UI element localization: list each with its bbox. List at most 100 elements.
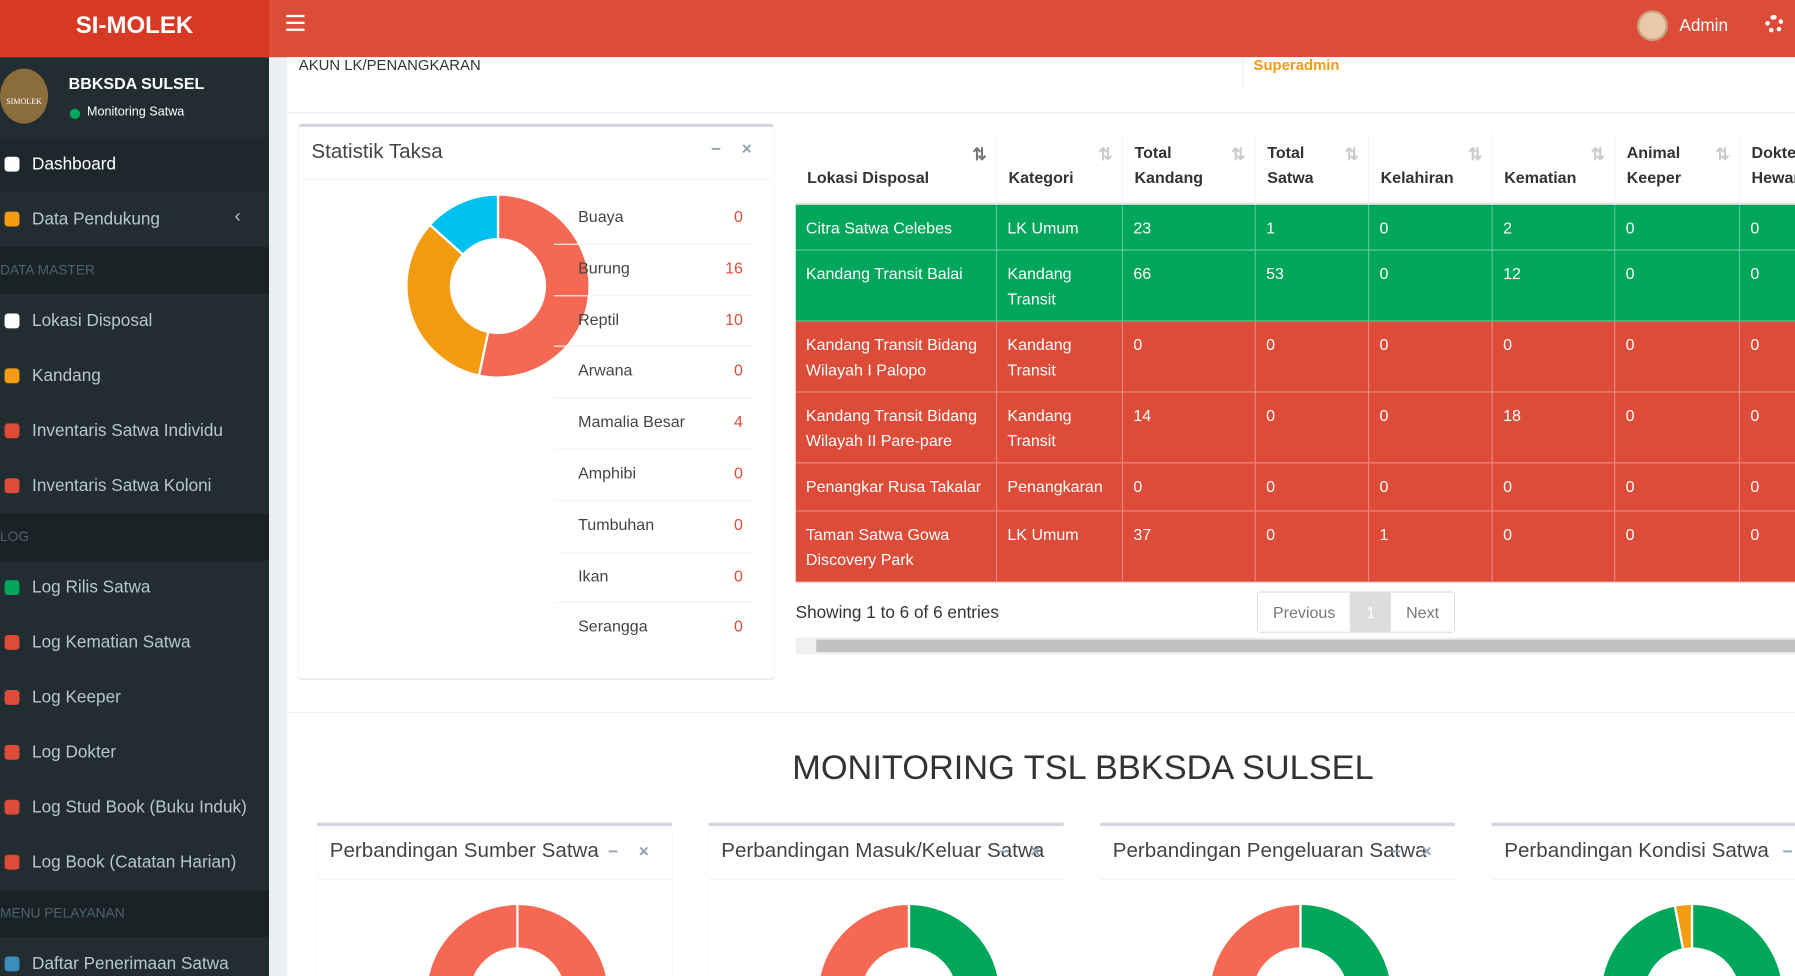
- column-header[interactable]: Total Kandang ⇅: [1123, 132, 1256, 205]
- column-header[interactable]: Dokter Hewan⇅: [1740, 133, 1795, 205]
- user-name[interactable]: Admin: [1679, 16, 1729, 36]
- menu-label[interactable]: Inventaris Satwa Individu: [32, 421, 223, 441]
- sidebar-item[interactable]: Lokasi Disposal: [0, 294, 269, 349]
- table-cell: 2: [1492, 204, 1616, 251]
- close-button[interactable]: ×: [1421, 842, 1432, 862]
- sidebar-logo: [0, 68, 49, 124]
- list-divider: [554, 499, 756, 501]
- table-cell: 66: [1123, 250, 1256, 322]
- sidebar-item[interactable]: Daftar Penerimaan Satwa: [0, 937, 269, 976]
- table-cell: 0: [1369, 392, 1493, 464]
- sidebar-item[interactable]: Log Kematian Satwa: [0, 616, 269, 671]
- menu-label[interactable]: Lokasi Disposal: [32, 311, 153, 331]
- sidebar-item[interactable]: Inventaris Satwa Individu: [0, 404, 269, 459]
- page-button[interactable]: 1: [1351, 592, 1392, 632]
- page-button[interactable]: Next: [1391, 592, 1454, 632]
- pie-slice: [405, 223, 490, 377]
- header-label[interactable]: Kelahiran: [1380, 168, 1454, 187]
- table-cell: 0: [1740, 392, 1795, 464]
- chart-box-header-line: [708, 878, 1064, 880]
- sort-icon: ⇅: [972, 145, 987, 165]
- taksa-count: 0: [734, 617, 743, 636]
- table-cell: 0: [1740, 251, 1795, 322]
- sidebar-item[interactable]: Log Book (Catatan Harian): [0, 835, 269, 890]
- sidebar-item[interactable]: Log Keeper: [0, 671, 269, 726]
- table-cell: Kandang Transit Balai: [795, 250, 998, 322]
- taksa-count: 4: [734, 412, 743, 431]
- pie-slice: [1299, 902, 1392, 976]
- list-divider: [554, 551, 756, 553]
- menu-label[interactable]: Log Dokter: [32, 742, 117, 763]
- sort-icon: ⇅: [1468, 145, 1483, 165]
- table-cell: Penangkar Rusa Takalar: [795, 463, 998, 512]
- menu-label[interactable]: Log Book (Catatan Harian): [32, 852, 237, 872]
- close-button[interactable]: ×: [1030, 842, 1041, 862]
- table-cell: 0: [1740, 511, 1795, 583]
- header-label[interactable]: Total Satwa: [1267, 143, 1314, 187]
- menu-label[interactable]: Daftar Penerimaan Satwa: [32, 954, 229, 974]
- list-divider: [554, 345, 756, 348]
- menu-label[interactable]: Dashboard: [32, 154, 117, 174]
- header-label[interactable]: Dokter Hewan: [1751, 143, 1795, 187]
- collapse-button[interactable]: −: [710, 139, 721, 160]
- status-dot: [69, 108, 81, 119]
- close-button[interactable]: ×: [741, 139, 752, 160]
- column-header[interactable]: Total Satwa ⇅: [1255, 132, 1370, 205]
- user-avatar[interactable]: [1637, 10, 1668, 42]
- scrollbar[interactable]: [795, 637, 1795, 655]
- menu-label[interactable]: Log Kematian Satwa: [32, 632, 191, 653]
- taksa-count: 0: [734, 565, 743, 585]
- sidebar-item[interactable]: Log Dokter: [0, 725, 269, 780]
- settings-icon[interactable]: [1765, 14, 1784, 34]
- header-label[interactable]: Total Kandang: [1134, 143, 1204, 187]
- taksa-header-line: [298, 178, 774, 180]
- column-header[interactable]: Kelahiran ⇅: [1369, 132, 1493, 205]
- menu-label[interactable]: Log Keeper: [32, 687, 121, 708]
- menu-toggle[interactable]: [286, 14, 305, 31]
- collapse-button[interactable]: −: [999, 842, 1010, 862]
- pagination: Previous 1 Next: [1256, 591, 1456, 633]
- column-header[interactable]: Animal Keeper ⇅: [1615, 132, 1741, 205]
- sidebar-item[interactable]: Log Stud Book (Buku Induk): [0, 780, 269, 835]
- taksa-count: 0: [734, 514, 743, 533]
- close-button[interactable]: ×: [638, 842, 649, 862]
- chart-box-header-line: [1491, 878, 1795, 880]
- logo[interactable]: SI-MOLEK: [0, 0, 270, 58]
- sidebar-item[interactable]: Dashboard: [0, 137, 270, 193]
- taksa-title: Statistik Taksa: [311, 139, 443, 163]
- table-info: Showing 1 to 6 of 6 entries: [795, 602, 999, 623]
- taksa-count: 0: [734, 463, 743, 482]
- sidebar-item[interactable]: Inventaris Satwa Koloni: [0, 459, 269, 514]
- menu-label[interactable]: Data Pendukung: [32, 209, 160, 229]
- monitoring-title: MONITORING TSL BBKSDA SULSEL: [792, 749, 1374, 788]
- menu-label[interactable]: Kandang: [32, 366, 101, 386]
- menu-icon: [4, 313, 20, 329]
- sidebar-item[interactable]: Log Rilis Satwa: [0, 561, 269, 616]
- table-cell: 0: [1740, 205, 1795, 251]
- account-role: Superadmin: [1253, 56, 1340, 74]
- taksa-name: Arwana: [578, 360, 633, 380]
- collapse-button[interactable]: −: [1390, 842, 1401, 862]
- sidebar-header: MENU PELAYANAN: [0, 890, 270, 938]
- page-button[interactable]: Previous: [1258, 592, 1352, 632]
- collapse-button[interactable]: −: [607, 842, 618, 862]
- sidebar-item[interactable]: Data Pendukung ‹: [0, 192, 269, 247]
- column-header[interactable]: Lokasi Disposal ⇅: [795, 132, 998, 205]
- header-label[interactable]: Animal Keeper: [1626, 143, 1682, 187]
- collapse-button[interactable]: −: [1782, 842, 1793, 862]
- sidebar-item[interactable]: Kandang: [0, 349, 269, 404]
- column-header[interactable]: Kategori ⇅: [997, 132, 1124, 205]
- table-cell: 0: [1492, 511, 1616, 583]
- sidebar-header: LOG: [0, 513, 270, 561]
- header-label[interactable]: Kategori: [1008, 168, 1074, 187]
- menu-label[interactable]: Log Rilis Satwa: [32, 577, 151, 598]
- table-row: [795, 250, 1795, 322]
- table-cell: 1: [1369, 511, 1493, 583]
- header-label[interactable]: Lokasi Disposal: [807, 168, 930, 187]
- header-label[interactable]: Kematian: [1504, 168, 1577, 187]
- menu-label[interactable]: Log Stud Book (Buku Induk): [32, 797, 247, 817]
- table-cell: 0: [1615, 321, 1741, 393]
- menu-icon: [4, 368, 20, 384]
- menu-label[interactable]: Inventaris Satwa Koloni: [32, 475, 212, 496]
- column-header[interactable]: Kematian ⇅: [1492, 132, 1616, 205]
